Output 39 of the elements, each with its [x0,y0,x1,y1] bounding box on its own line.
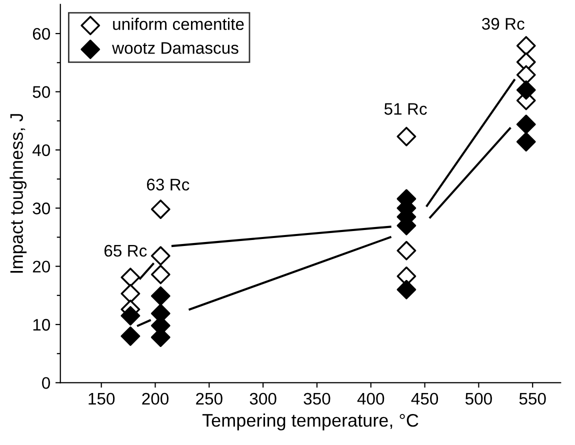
x-tick-label: 200 [142,392,169,405]
x-tick-label: 400 [357,392,384,405]
point [150,200,170,219]
x-axis-title: Tempering temperature, °C [202,414,418,430]
point [150,246,170,266]
point [120,268,140,288]
x-tick-label: 450 [411,392,438,405]
y-axis-title: Impact toughness, J [10,114,27,273]
point [516,36,536,56]
point [150,286,170,306]
point [516,132,536,152]
y-tick-label: 50 [32,86,50,98]
x-tick-label: 250 [196,392,222,405]
y-tick-label: 0 [42,377,50,389]
point [396,240,416,260]
annotation: 39 Rc [482,18,524,30]
point [150,264,170,284]
y-tick-label: 10 [33,318,50,331]
annotation: 65 Rc [104,244,147,257]
y-tick-label: 30 [32,202,50,214]
y-tick-label: 60 [32,28,50,40]
point [120,284,140,304]
x-tick-label: 500 [465,392,492,405]
legend-label: uniform cementite [113,18,244,30]
point [396,126,416,146]
point [396,280,416,300]
annotation: 51 Rc [384,103,427,115]
point [516,114,536,134]
point [516,80,536,100]
x-tick-label: 300 [250,392,276,405]
x-tick-label: 150 [88,392,115,405]
x-tick-label: 550 [519,392,546,405]
legend-label: wootz Damascus [112,42,238,54]
point [120,306,140,326]
y-tick-label: 40 [32,144,50,156]
point [120,326,140,346]
y-tick-label: 20 [32,260,50,273]
x-tick-label: 350 [304,392,330,405]
annotation: 63 Rc [147,178,190,190]
